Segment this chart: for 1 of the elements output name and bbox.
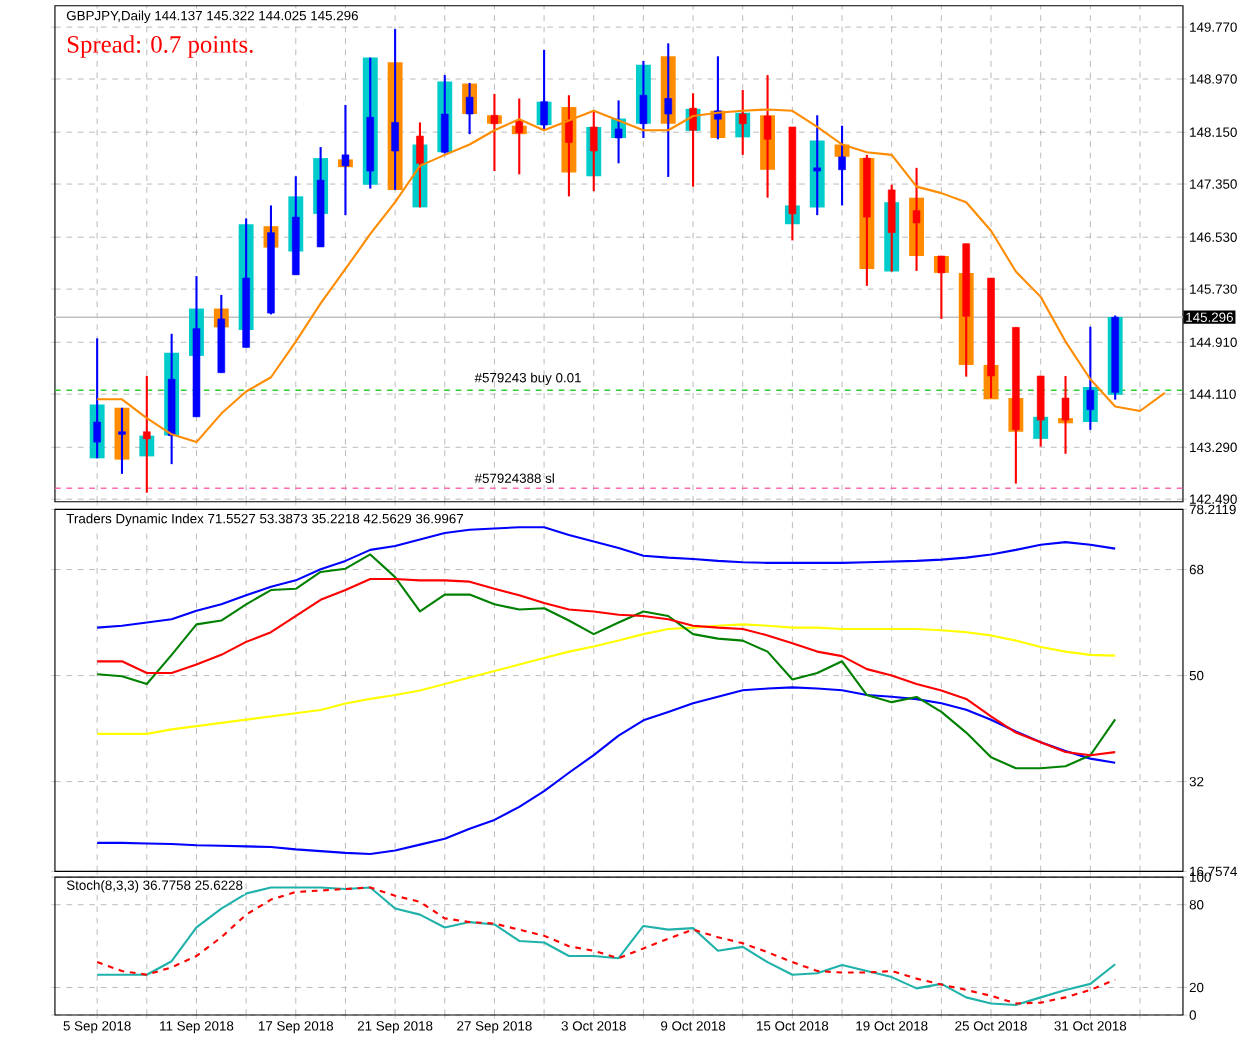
annotation: Spread: 0.7 points. (67, 35, 253, 59)
